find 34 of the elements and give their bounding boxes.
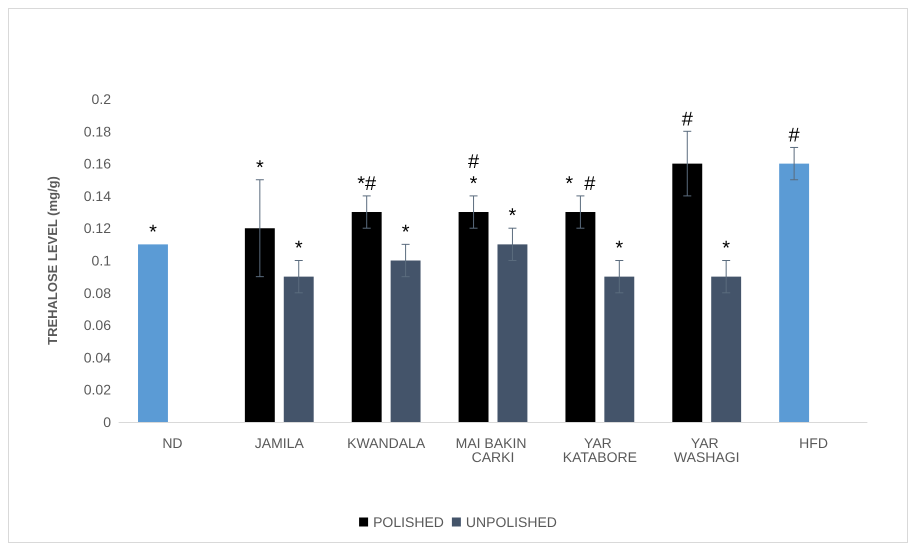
- x-tick-label: HFD: [799, 435, 828, 451]
- x-tick-label: YAR WASHAGI: [674, 435, 740, 465]
- annotation: *: [256, 156, 264, 179]
- x-tick-label: MAI BAKIN CARKI: [456, 435, 530, 465]
- x-tick-label: JAMILA: [254, 435, 304, 451]
- annotation: #: [682, 108, 694, 130]
- annotation: *#: [357, 172, 378, 195]
- y-tick-label: 0.08: [84, 284, 112, 301]
- y-tick-label: 0.1: [92, 252, 112, 268]
- annotation: #: [468, 150, 480, 173]
- annotation: *: [615, 238, 624, 260]
- y-tick-label: 0.18: [84, 123, 112, 140]
- annotation: * #: [565, 172, 596, 195]
- legend-label: UNPOLISHED: [466, 514, 557, 530]
- x-tick-label: YAR KATABORE: [562, 435, 637, 465]
- x-tick-label: ND: [162, 435, 183, 451]
- annotation: *: [402, 221, 410, 244]
- annotation: *: [294, 238, 303, 260]
- y-tick-label: 0.02: [84, 382, 112, 398]
- annotation: *: [470, 172, 478, 195]
- y-tick-label: 0.16: [84, 156, 112, 172]
- annotation: *: [149, 221, 158, 244]
- y-tick-label: 0.12: [84, 220, 112, 236]
- x-tick-label: KWANDALA: [347, 435, 426, 451]
- y-tick-label: 0.06: [84, 317, 112, 334]
- y-axis-title: TREHALOSE LEVEL (mg/g): [45, 176, 60, 345]
- annotation: *: [508, 205, 517, 228]
- y-tick-label: 0.14: [84, 188, 112, 204]
- annotation: *: [722, 238, 730, 260]
- annotation: #: [788, 124, 801, 146]
- legend-label: POLISHED: [373, 514, 444, 530]
- y-tick-label: 0.04: [84, 349, 112, 366]
- y-tick-label: 0.2: [92, 91, 112, 107]
- y-tick-label: 0: [103, 414, 112, 430]
